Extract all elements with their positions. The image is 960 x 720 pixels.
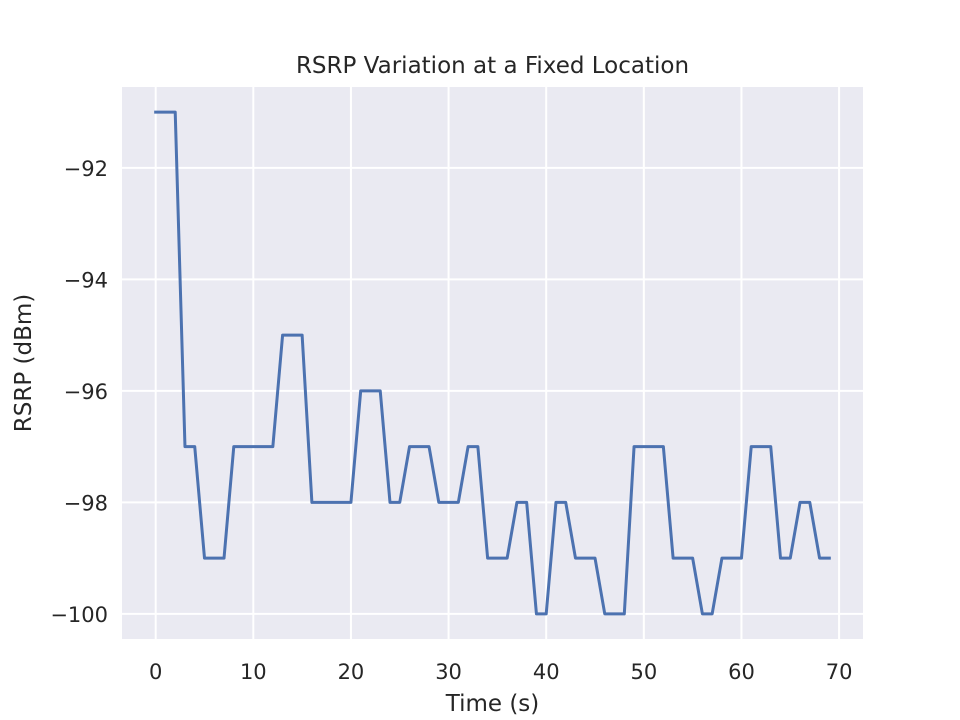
x-tick-label: 40 (533, 660, 560, 684)
x-tick-label: 0 (149, 660, 162, 684)
x-axis-ticks: 0 10 20 30 40 50 60 70 (149, 660, 852, 684)
y-tick-label: −100 (50, 603, 108, 627)
x-tick-label: 10 (240, 660, 267, 684)
x-axis-title: Time (s) (445, 691, 540, 717)
rsrp-series-line (154, 110, 831, 616)
y-tick-label: −98 (64, 491, 108, 515)
y-axis-title: RSRP (dBm) (11, 294, 37, 432)
x-tick-label: 60 (728, 660, 755, 684)
y-tick-label: −96 (64, 380, 108, 404)
x-tick-label: 20 (338, 660, 365, 684)
y-tick-label: −94 (64, 268, 108, 292)
x-tick-label: 50 (630, 660, 657, 684)
chart-title: RSRP Variation at a Fixed Location (296, 53, 689, 79)
y-axis-ticks: −92 −94 −96 −98 −100 (50, 157, 108, 627)
x-tick-label: 70 (826, 660, 853, 684)
grid-lines (122, 87, 863, 639)
series-layer (154, 110, 831, 616)
y-tick-label: −92 (64, 157, 108, 181)
plot-area (122, 87, 863, 639)
x-tick-label: 30 (435, 660, 462, 684)
